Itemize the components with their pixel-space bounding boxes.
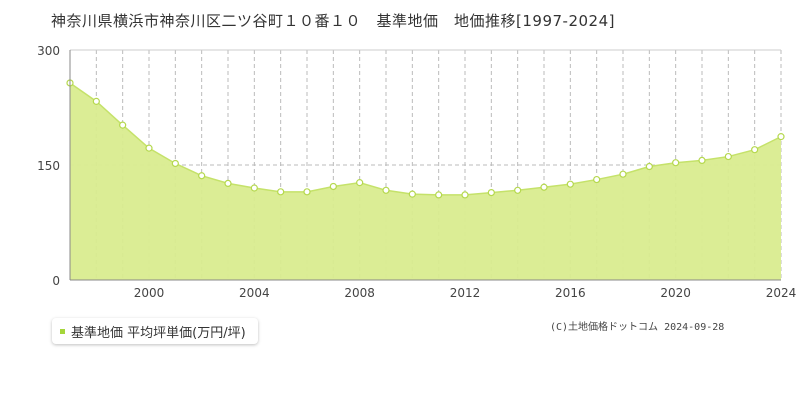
y-tick-label: 0 — [52, 274, 60, 288]
x-tick-label: 2016 — [555, 286, 586, 300]
data-point — [540, 183, 548, 191]
data-point — [672, 159, 680, 167]
tick-labels: 0 150 300 2000 2004 2008 2012 2016 2020 2024 — [37, 44, 796, 300]
x-tick-label: 2004 — [239, 286, 270, 300]
data-point — [461, 191, 469, 199]
credit-text: (C)土地価格ドットコム 2024-09-28 — [550, 322, 725, 333]
x-tick-label: 2000 — [134, 286, 165, 300]
data-point — [119, 121, 127, 129]
data-point — [698, 156, 706, 164]
data-point — [277, 188, 285, 196]
data-point — [92, 97, 100, 105]
data-point — [303, 188, 311, 196]
data-point — [645, 162, 653, 171]
y-tick-label: 150 — [37, 159, 60, 173]
data-point — [329, 182, 337, 191]
legend-swatch — [60, 328, 65, 334]
x-tick-label: 2012 — [450, 286, 481, 300]
data-point — [777, 133, 785, 141]
data-point — [171, 159, 179, 168]
data-point — [382, 186, 390, 194]
data-point — [724, 152, 732, 161]
data-point — [198, 172, 206, 180]
data-point — [514, 186, 522, 194]
data-point — [145, 144, 153, 152]
data-point — [356, 179, 364, 187]
data-point — [435, 191, 443, 199]
y-tick-label: 300 — [37, 44, 60, 58]
chart-title: 神奈川県横浜市神奈川区二ツ谷町１０番１０ 基準地価 地価推移[1997-2024… — [51, 12, 615, 30]
data-point — [250, 184, 258, 192]
data-point — [593, 175, 601, 184]
axes — [69, 50, 781, 281]
series-line — [69, 82, 782, 196]
data-point — [487, 189, 495, 197]
data-point — [224, 179, 232, 187]
chart-legend: 基準地価 平均坪単価(万円/坪) — [52, 318, 258, 344]
data-point — [566, 180, 574, 188]
data-markers — [66, 79, 785, 199]
data-area — [70, 82, 781, 280]
x-tick-label: 2024 — [766, 286, 797, 300]
data-point — [408, 190, 416, 198]
series-area — [70, 82, 781, 280]
x-tick-label: 2008 — [344, 286, 375, 300]
x-tick-label: 2020 — [660, 286, 691, 300]
data-line — [69, 82, 782, 196]
data-point — [751, 146, 759, 154]
data-point — [619, 170, 627, 178]
legend-label: 基準地価 平均坪単価(万円/坪) — [71, 325, 246, 341]
